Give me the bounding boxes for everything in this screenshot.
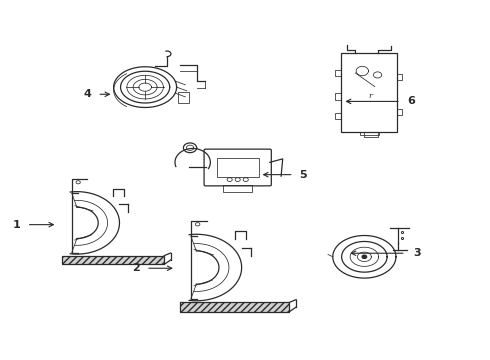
Text: r: r [368, 93, 372, 100]
Text: 2: 2 [132, 263, 140, 273]
Bar [223, 185, 252, 192]
Bar [335, 70, 342, 76]
Bar [180, 302, 289, 312]
Bar [335, 93, 342, 99]
Bar [397, 109, 402, 115]
Bar [397, 74, 402, 80]
Circle shape [362, 255, 367, 258]
Text: 4: 4 [84, 89, 92, 99]
Text: 3: 3 [413, 248, 421, 258]
Bar [217, 158, 259, 177]
Bar [62, 256, 164, 264]
Text: 5: 5 [299, 170, 307, 180]
Text: 1: 1 [13, 220, 21, 230]
Bar [360, 131, 379, 135]
Bar [335, 113, 342, 119]
Bar [342, 53, 397, 131]
Bar [178, 92, 189, 103]
Text: 6: 6 [407, 96, 415, 107]
